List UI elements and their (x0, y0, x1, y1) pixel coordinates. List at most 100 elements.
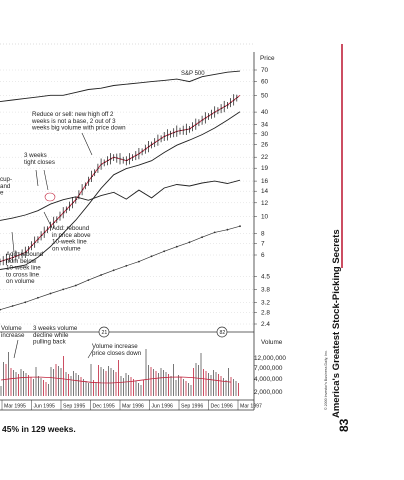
price-tick-label: 6 (261, 252, 265, 259)
volume-tick-label: 7,000,000 (254, 365, 283, 372)
annotation-a5-line: to cross line (6, 271, 40, 278)
month-label: Sep 1996 (181, 404, 203, 410)
annotation-a7-line: 3 weeks volume (33, 325, 78, 332)
month-label: Jun 1995 (34, 404, 55, 410)
annotation-a5-line: from below (6, 258, 37, 265)
series-line-3 (0, 179, 241, 221)
annotation-a4-line: on volume (52, 245, 81, 252)
volume-bars (0, 349, 239, 396)
price-axis-label: Price (260, 55, 275, 62)
price-tick-label: 60 (261, 79, 269, 86)
series-point (37, 296, 39, 299)
annotation-a8-line: Volume increase (92, 343, 138, 350)
price-tick-label: 3.2 (261, 299, 270, 306)
price-tick-label: 14 (261, 188, 269, 195)
series-point (74, 284, 77, 287)
series-line-4 (0, 225, 241, 311)
price-tick-label: 4.5 (261, 274, 270, 281)
series-point (239, 225, 241, 228)
volume-axis: 12,000,000 7,000,000 4,000,000 2,000,000 (254, 355, 286, 396)
annotation-a6-line: increase (1, 332, 25, 339)
caption: 45% in 129 weeks. (2, 424, 76, 434)
price-tick-label: 26 (261, 142, 269, 149)
price-tick-label: 3.8 (261, 286, 270, 293)
annotation-a5-line: 10-week line (6, 265, 41, 272)
price-tick-label: 2.8 (261, 309, 270, 316)
series-point (49, 292, 52, 295)
annotation-a5-line: on volume (6, 278, 35, 285)
series-point (163, 250, 166, 253)
series-point (150, 255, 153, 258)
month-label: Dec 1995 (93, 404, 115, 410)
annotation-a4-line: 10-week line (52, 239, 87, 246)
series-point (87, 279, 90, 281)
series-point (188, 241, 191, 244)
series-point (138, 260, 140, 263)
annotation-a7-line: decline while (33, 332, 69, 339)
series-point (201, 236, 204, 239)
annotation-a1-line: weeks is not a base, 2 out of 3 (31, 118, 116, 125)
rank-marker-circle (216, 326, 228, 338)
price-axis: 70 60 50 40 34 30 26 22 19 16 14 12 10 8 7 6 4.5 3.8 3.2 2.… (254, 67, 270, 328)
volume-tick-label: 4,000,000 (254, 376, 283, 383)
series-point (175, 245, 178, 248)
price-tick-label: 2.4 (261, 321, 270, 328)
month-label: Sep 1995 (63, 404, 85, 410)
price-tick-label: 7 (261, 240, 265, 247)
price-tick-label: 70 (261, 67, 269, 74)
series-point (125, 264, 128, 267)
price-tick-label: 12 (261, 200, 269, 207)
volume-average-line (0, 376, 232, 384)
price-tick-label: 16 (261, 178, 269, 185)
page-number: 83 (337, 418, 351, 432)
chart-frame (0, 43, 255, 411)
volume-axis-label: Volume (261, 339, 283, 346)
month-label: Dec 1996 (211, 404, 233, 410)
series-line-1 (0, 70, 241, 103)
month-axis: Mar 1995 Jun 1995 Sep 1995 Dec 1995 Mar 1996… (1, 400, 262, 410)
month-label: Mar 1997 (240, 404, 262, 410)
series-point (62, 288, 65, 291)
series-point (226, 228, 229, 231)
series-point (24, 301, 27, 304)
price-tick-label: 50 (261, 92, 269, 99)
annotation-a2-line: 3 weeks (24, 152, 47, 159)
annotation-a1-line: weeks big volume with price down (31, 125, 126, 132)
price-bars (0, 94, 239, 266)
rank-marker-circle (98, 326, 110, 338)
annotation-a1-line: Reduce or sell: new high off 2 (32, 111, 114, 118)
series-point (11, 305, 14, 307)
series-point (112, 269, 115, 272)
price-tick-label: 8 (261, 230, 265, 237)
rank-marker-1: 21 (102, 330, 108, 336)
series-point (213, 231, 216, 234)
annotation-pointers (11, 132, 95, 359)
month-label: Mar 1995 (4, 404, 26, 410)
annotation-a8-line: price closes down (92, 350, 142, 357)
annotation-a6-line: Volume (1, 325, 22, 332)
price-tick-label: 30 (261, 131, 269, 138)
annotation-a4-line: Add: rebound (52, 225, 90, 232)
moving-average-line (0, 111, 241, 270)
price-tick-label: 40 (261, 109, 269, 116)
annotation-a7-line: pulling back (33, 339, 67, 346)
rank-markers: 21 82 (98, 326, 228, 338)
month-label: Mar 1996 (122, 404, 144, 410)
series-point (0, 308, 1, 311)
price-tick-label: 34 (261, 121, 269, 128)
month-label: Jun 1996 (152, 404, 173, 410)
annotation-a2-line: tight closes (24, 159, 55, 166)
side-title: America's Greatest Stock-Picking Secrets (331, 229, 342, 418)
annotation-a5-line: Add: rebound (6, 251, 44, 258)
price-gridlines (0, 69, 254, 325)
volume-tick-label: 2,000,000 (254, 389, 283, 396)
price-tick-label: 22 (261, 154, 269, 161)
price-tick-label: 10 (261, 214, 269, 221)
price-tick-label: 19 (261, 165, 269, 172)
annotation-a4-line: in price above (52, 232, 91, 239)
annotation-a3-line: cup- (0, 176, 12, 183)
annotation-a3-line: and (0, 183, 11, 190)
volume-tick-label: 12,000,000 (254, 355, 286, 362)
